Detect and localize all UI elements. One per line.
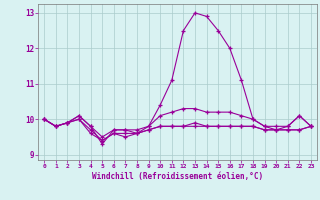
X-axis label: Windchill (Refroidissement éolien,°C): Windchill (Refroidissement éolien,°C) bbox=[92, 172, 263, 181]
